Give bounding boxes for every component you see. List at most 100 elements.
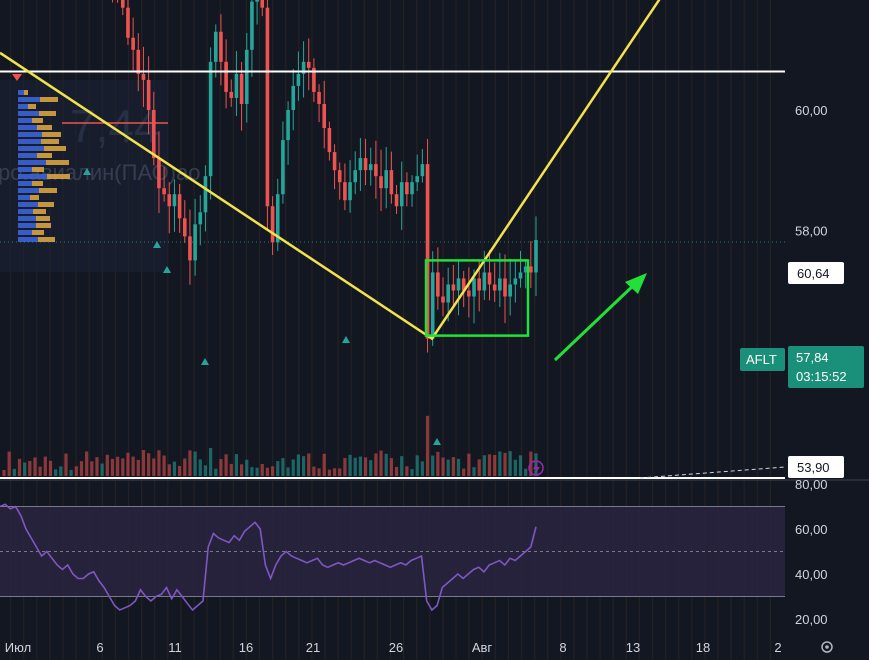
volume-bar bbox=[100, 463, 104, 476]
profile-row-buy bbox=[18, 97, 40, 102]
session-stripe bbox=[507, 0, 509, 660]
volume-bar bbox=[513, 459, 517, 476]
level-upper-badge: 60,64 bbox=[788, 262, 844, 284]
projection-dashed-line bbox=[639, 466, 786, 479]
session-stripe bbox=[625, 0, 627, 660]
volume-bar bbox=[410, 469, 414, 476]
candle-body bbox=[229, 91, 234, 98]
volume-bar bbox=[307, 453, 311, 476]
session-stripe bbox=[376, 0, 378, 660]
session-stripe bbox=[10, 0, 12, 660]
volume-bar bbox=[54, 469, 58, 476]
level-lower-value: 53,90 bbox=[797, 460, 830, 475]
volume-bar bbox=[33, 457, 37, 476]
candle-body bbox=[317, 91, 321, 104]
session-stripe bbox=[298, 0, 300, 660]
session-stripe bbox=[651, 0, 654, 660]
volume-bar bbox=[425, 415, 430, 476]
volume-bar bbox=[358, 456, 362, 476]
rsi-line bbox=[0, 503, 537, 612]
buy-signal-icon bbox=[153, 241, 161, 248]
volume-bar bbox=[369, 460, 373, 476]
profile-row-buy bbox=[18, 202, 38, 207]
volume-bar bbox=[162, 455, 166, 476]
time-axis[interactable]: Июл 6 11 16 21 26 Авг 8 13 18 2 bbox=[5, 640, 782, 655]
session-stripe bbox=[494, 0, 496, 660]
candle-body bbox=[198, 212, 203, 225]
volume-bar bbox=[74, 466, 78, 476]
profile-row-buy bbox=[18, 160, 46, 165]
session-stripe bbox=[206, 0, 208, 660]
volume-bar bbox=[322, 453, 326, 476]
volume-bar bbox=[95, 457, 99, 476]
volume-bar bbox=[270, 466, 275, 476]
alert-icon[interactable] bbox=[528, 460, 544, 476]
session-stripe bbox=[612, 0, 614, 660]
candle-body bbox=[172, 194, 177, 207]
profile-row-sell bbox=[36, 216, 50, 221]
time-tick-label: 18 bbox=[696, 640, 710, 655]
rsi-tick-label: 20,00 bbox=[795, 612, 828, 627]
rsi-axis[interactable]: 80,00 60,00 40,00 20,00 bbox=[795, 477, 828, 627]
volume-bar bbox=[2, 470, 6, 476]
profile-row-buy bbox=[18, 223, 36, 228]
volume-bar bbox=[415, 455, 419, 476]
horizontal-ray[interactable] bbox=[12, 74, 168, 124]
candle-body bbox=[451, 284, 456, 291]
candle-body bbox=[513, 278, 518, 285]
volume-bar bbox=[224, 454, 228, 476]
arrow-head-icon bbox=[625, 273, 647, 294]
breakout-arrow[interactable] bbox=[553, 273, 647, 362]
candle-body bbox=[348, 182, 352, 201]
session-stripe bbox=[704, 0, 706, 660]
consolidation-box[interactable] bbox=[424, 259, 530, 337]
volume-bar bbox=[405, 466, 409, 476]
volume-bar bbox=[394, 466, 399, 476]
session-stripe bbox=[193, 0, 195, 660]
candle-body bbox=[322, 103, 327, 129]
profile-row-sell bbox=[41, 139, 59, 144]
candle-body bbox=[208, 61, 213, 177]
volume-bar bbox=[172, 461, 177, 476]
candle-body bbox=[182, 218, 187, 237]
session-stripe bbox=[114, 0, 116, 660]
session-stripe bbox=[219, 0, 221, 660]
trend-lines[interactable] bbox=[0, 0, 785, 341]
candle-body bbox=[177, 194, 182, 219]
volume-bar bbox=[7, 451, 11, 476]
candle-body bbox=[430, 272, 435, 339]
session-stripe bbox=[350, 0, 352, 660]
candle-body bbox=[503, 278, 507, 297]
time-tick-label: 6 bbox=[96, 640, 103, 655]
volume-bar bbox=[64, 453, 68, 476]
candle-body bbox=[281, 140, 285, 195]
volume-bar bbox=[85, 451, 89, 476]
profile-row-sell bbox=[32, 181, 43, 186]
time-tick-label: 21 bbox=[306, 640, 320, 655]
settings-gear-icon[interactable] bbox=[821, 641, 833, 653]
session-stripe bbox=[167, 0, 169, 660]
candle-body bbox=[472, 278, 476, 297]
profile-row-buy bbox=[18, 104, 28, 109]
candle-body bbox=[275, 194, 280, 243]
candle-body bbox=[415, 176, 420, 183]
candle-body bbox=[436, 272, 440, 297]
rsi-tick-label: 80,00 bbox=[795, 477, 828, 492]
volume-bar bbox=[157, 450, 161, 476]
candle-body bbox=[203, 176, 208, 213]
candle-body bbox=[379, 176, 383, 189]
volume-bar bbox=[436, 451, 440, 476]
volume-bar bbox=[312, 466, 316, 476]
candle-body bbox=[126, 7, 130, 38]
candlestick-series[interactable] bbox=[2, 0, 538, 353]
candle-body bbox=[487, 272, 492, 285]
candle-body bbox=[420, 164, 425, 177]
time-tick-label: 16 bbox=[239, 640, 253, 655]
level-lower-badge: 53,90 bbox=[788, 456, 844, 478]
profile-row-sell bbox=[40, 97, 58, 102]
session-stripe bbox=[468, 0, 470, 660]
session-stripe bbox=[272, 0, 274, 660]
volume-bar bbox=[167, 464, 171, 476]
candle-body bbox=[523, 266, 528, 273]
